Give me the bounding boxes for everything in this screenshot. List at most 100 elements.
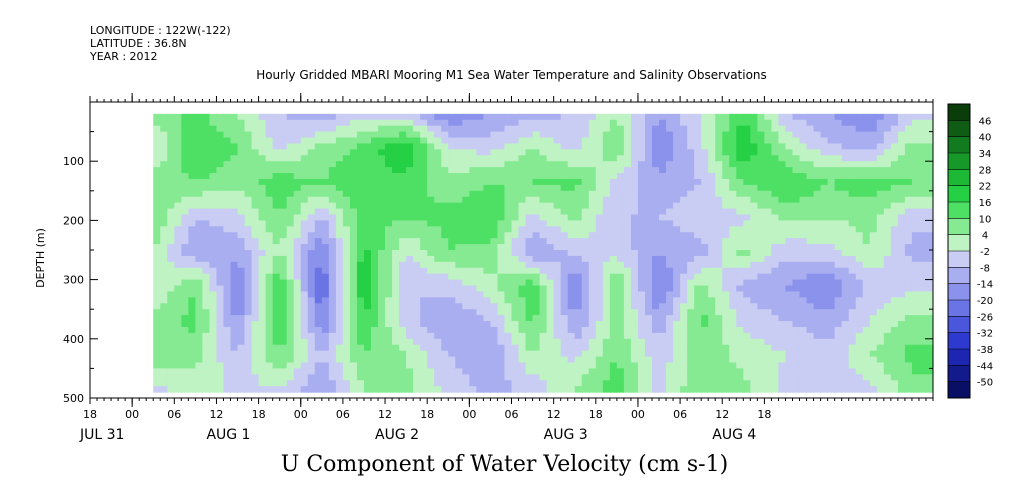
heatmap-cell [427, 273, 435, 281]
heatmap-cell [659, 167, 667, 174]
heatmap-cell [820, 321, 829, 328]
heatmap-cell [462, 350, 470, 358]
heatmap-cell [265, 137, 274, 145]
heatmap-cell [307, 244, 316, 251]
heatmap-cell [799, 297, 808, 304]
heatmap-cell [602, 297, 611, 304]
heatmap-cell [560, 362, 569, 369]
heatmap-cell [244, 326, 253, 334]
heatmap-cell [469, 113, 477, 121]
heatmap-cell [778, 261, 787, 269]
heatmap-cell [687, 113, 695, 121]
heatmap-cell [827, 380, 836, 387]
heatmap-cell [504, 374, 513, 381]
heatmap-cell [581, 214, 590, 221]
heatmap-cell [553, 273, 562, 281]
heatmap-cell [174, 232, 182, 239]
heatmap-cell [694, 285, 702, 293]
heatmap-cell [841, 131, 850, 139]
heatmap-cell [862, 315, 871, 322]
heatmap-cell [265, 374, 274, 381]
heatmap-cell [560, 326, 569, 334]
heatmap-cell [392, 250, 400, 257]
heatmap-cell [834, 244, 843, 251]
heatmap-cell [230, 321, 239, 328]
heatmap-cell [286, 255, 295, 263]
heatmap-cell [623, 285, 632, 293]
heatmap-cell [546, 143, 555, 150]
heatmap-cell [307, 143, 316, 150]
heatmap-cell [595, 279, 604, 287]
heatmap-cell [736, 190, 744, 198]
heatmap-cell [778, 285, 787, 293]
heatmap-cell [673, 244, 681, 251]
heatmap-cell [715, 149, 723, 156]
heatmap-cell [511, 321, 520, 328]
heatmap-cell [708, 137, 716, 145]
heatmap-cell [378, 178, 386, 186]
heatmap-cell [293, 238, 302, 245]
heatmap-cell [518, 273, 527, 281]
heatmap-cell [342, 244, 351, 251]
heatmap-cell [644, 161, 653, 168]
heatmap-cell [209, 261, 218, 269]
heatmap-cell [609, 356, 618, 364]
heatmap-cell [174, 167, 182, 174]
heatmap-cell [511, 374, 520, 381]
heatmap-cell [349, 214, 358, 221]
heatmap-cell [729, 332, 737, 340]
heatmap-cell [876, 131, 885, 139]
heatmap-cell [441, 238, 449, 245]
heatmap-cell [188, 321, 196, 328]
heatmap-cell [448, 161, 456, 168]
heatmap-cell [623, 321, 632, 328]
heatmap-cell [602, 155, 611, 162]
heatmap-cell [286, 291, 295, 298]
heatmap-cell [307, 196, 316, 204]
heatmap-cell [588, 350, 597, 358]
heatmap-cell [637, 285, 646, 293]
heatmap-cell [160, 137, 168, 145]
heatmap-cell [588, 125, 597, 133]
heatmap-cell [680, 380, 688, 387]
heatmap-cell [202, 303, 211, 310]
heatmap-cell [328, 232, 337, 239]
heatmap-cell [188, 196, 196, 204]
heatmap-cell [525, 321, 534, 328]
heatmap-cell [644, 291, 653, 298]
heatmap-cell [511, 143, 520, 150]
heatmap-cell [701, 214, 709, 221]
heatmap-cell [363, 362, 372, 369]
heatmap-cell [574, 374, 583, 381]
heatmap-cell [771, 161, 780, 168]
heatmap-cell [623, 173, 632, 180]
heatmap-cell [834, 190, 843, 198]
heatmap-cell [258, 220, 267, 227]
heatmap-cell [420, 326, 428, 334]
heatmap-cell [757, 338, 766, 346]
heatmap-cell [420, 338, 428, 346]
heatmap-cell [258, 374, 267, 381]
heatmap-cell [644, 285, 653, 293]
heatmap-cell [174, 374, 182, 381]
heatmap-cell [216, 244, 225, 251]
heatmap-cell [195, 155, 203, 162]
heatmap-cell [855, 374, 864, 381]
heatmap-cell [532, 184, 541, 192]
heatmap-cell [230, 273, 239, 281]
heatmap-cell [588, 137, 597, 145]
heatmap-cell [602, 113, 611, 121]
heatmap-cell [855, 255, 864, 263]
heatmap-cell [785, 208, 794, 216]
heatmap-cell [314, 261, 323, 269]
heatmap-cell [834, 350, 843, 358]
heatmap-cell [244, 143, 253, 150]
heatmap-cell [153, 356, 161, 364]
heatmap-cell [293, 244, 302, 251]
heatmap-cell [244, 190, 253, 198]
heatmap-cell [300, 220, 309, 227]
heatmap-cell [378, 232, 386, 239]
heatmap-cell [750, 297, 758, 304]
heatmap-cell [806, 238, 815, 245]
heatmap-cell [223, 196, 232, 204]
